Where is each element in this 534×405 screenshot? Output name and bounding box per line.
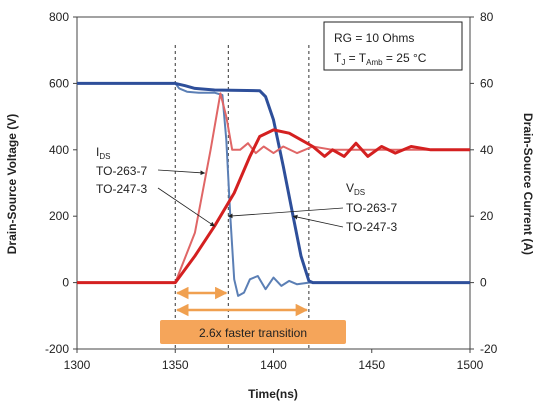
y-right-tick-label: 40 bbox=[480, 143, 494, 157]
y-left-axis-title: Drain-Source Voltage (V) bbox=[5, 114, 19, 254]
x-ticks: 1300 1350 1400 1450 1500 bbox=[64, 349, 484, 372]
y-left-tick-label: 200 bbox=[49, 209, 69, 223]
vds-to263-pointer bbox=[227, 207, 344, 219]
x-tick-label: 1300 bbox=[64, 358, 91, 372]
y-left-tick-label: 0 bbox=[62, 276, 69, 290]
x-tick-label: 1500 bbox=[457, 358, 484, 372]
condition-box bbox=[323, 21, 463, 71]
y-right-tick-label: -20 bbox=[480, 342, 498, 356]
y-right-tick-label: 20 bbox=[480, 209, 494, 223]
y-right-ticks: -20 0 20 40 60 80 bbox=[470, 10, 498, 356]
y-left-tick-label: 800 bbox=[49, 10, 69, 24]
y-left-ticks: -200 0 200 400 600 800 bbox=[45, 10, 77, 356]
vds-label-to263: TO-263-7 bbox=[346, 201, 397, 215]
series-line-ids-to-263-7 bbox=[77, 92, 470, 284]
transition-callout bbox=[160, 320, 346, 344]
y-left-tick-label: -200 bbox=[45, 342, 69, 356]
x-tick-label: 1400 bbox=[260, 358, 287, 372]
vds-label: VDS bbox=[346, 181, 365, 197]
y-right-axis-title: Drain-Source Current (A) bbox=[521, 113, 534, 255]
condition-line-gate-resistance: RG = 10 Ohms bbox=[334, 31, 414, 45]
series-line-vds-to-247-3 bbox=[77, 81, 470, 285]
ids-to263-pointer bbox=[157, 169, 206, 176]
series-line-ids-to-247-3 bbox=[77, 128, 470, 285]
series-line-vds-to-263-7 bbox=[77, 82, 470, 297]
series-group bbox=[77, 81, 470, 297]
x-tick-label: 1450 bbox=[358, 358, 385, 372]
y-left-tick-label: 400 bbox=[49, 143, 69, 157]
y-right-tick-label: 0 bbox=[480, 276, 487, 290]
y-right-tick-label: 60 bbox=[480, 76, 494, 90]
ids-to247-pointer bbox=[157, 187, 215, 227]
y-left-tick-label: 600 bbox=[49, 76, 69, 90]
condition-line-temperature: TJ = TAmb = 25 °C bbox=[334, 51, 427, 67]
vds-label-to247: TO-247-3 bbox=[346, 220, 397, 234]
transition-callout-text: 2.6x faster transition bbox=[199, 326, 307, 340]
vds-to247-pointer bbox=[292, 214, 344, 228]
annotations: RG = 10 Ohms TJ = TAmb = 25 °C IDS TO-263-7… bbox=[96, 21, 463, 344]
ids-label-to263: TO-263-7 bbox=[96, 164, 147, 178]
ids-label-to247: TO-247-3 bbox=[96, 182, 147, 196]
y-right-tick-label: 80 bbox=[480, 10, 494, 24]
ids-label: IDS bbox=[96, 145, 110, 161]
x-tick-label: 1350 bbox=[162, 358, 189, 372]
x-axis-title: Time(ns) bbox=[248, 387, 298, 401]
